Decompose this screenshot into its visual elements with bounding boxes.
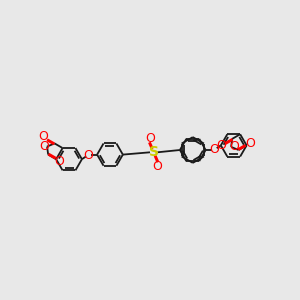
Text: O: O [152, 160, 162, 173]
Text: S: S [149, 145, 159, 159]
Text: O: O [229, 140, 239, 153]
Text: O: O [209, 142, 219, 156]
Text: O: O [145, 131, 155, 145]
Text: O: O [216, 139, 226, 152]
Text: O: O [39, 140, 49, 153]
Text: O: O [83, 149, 93, 162]
Text: O: O [38, 130, 48, 143]
Text: O: O [54, 154, 64, 167]
Text: O: O [245, 137, 255, 150]
